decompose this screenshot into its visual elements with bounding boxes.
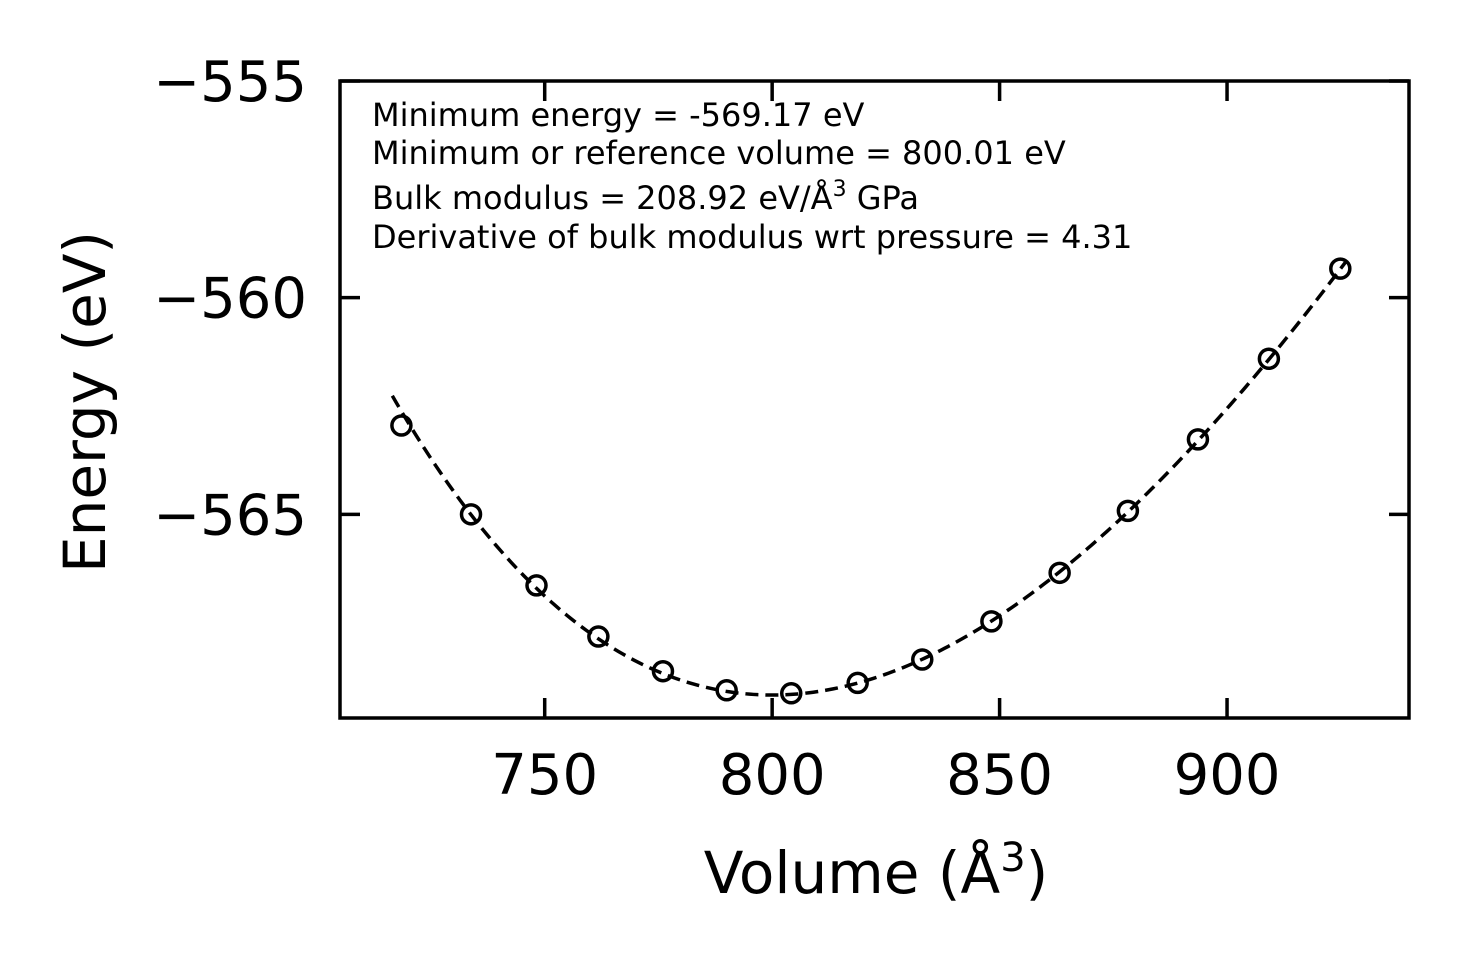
data-points-layer [390,257,1352,705]
x-axis-label-sup: 3 [1000,835,1025,881]
data-point [651,659,675,683]
annotation-minimum-energy: Minimum energy = -569.17 eV [372,96,865,134]
fit-curve [390,261,1347,697]
x-tick-label: 750 [491,743,598,808]
y-axis-label: Energy (eV) [51,231,119,573]
y-tick-label: −560 [153,267,307,332]
data-point [459,503,483,526]
data-point [390,414,413,437]
x-axis-label-main: Volume (Å [704,838,1001,907]
fit-curve-layer [390,261,1347,697]
y-tick-label: −565 [153,483,307,548]
x-axis-label: Volume (Å3) [704,835,1049,907]
y-tick-label: −555 [153,50,307,115]
data-point [1257,347,1281,371]
data-point [1186,428,1210,451]
ticks-layer: 750 800 850 900 −555 −560 −565 [153,50,1409,808]
data-point [780,682,803,705]
annotation-bulk-modulus-derivative: Derivative of bulk modulus wrt pressure … [372,218,1132,256]
annotation-bulk-modulus-tail: GPa [847,179,919,217]
data-point [587,625,610,648]
annotation-bulk-modulus-main: Bulk modulus = 208.92 eV/Å [372,179,833,217]
annotation-bulk-modulus: Bulk modulus = 208.92 eV/Å3 GPa [372,177,919,217]
data-point [1116,499,1140,523]
x-tick-label: 850 [946,743,1053,808]
data-point [1329,257,1352,280]
data-point [980,610,1003,633]
annotation-bulk-modulus-sup: 3 [833,177,847,202]
plot-frame [338,79,1411,720]
data-point [911,648,934,671]
data-point [525,574,548,597]
data-point [1048,561,1071,585]
x-tick-label: 900 [1174,743,1281,808]
x-axis-label-close: ) [1026,839,1049,907]
annotation-reference-volume: Minimum or reference volume = 800.01 eV [372,134,1066,172]
data-point [715,679,738,702]
x-tick-label: 800 [719,743,826,808]
data-point [846,671,869,695]
annotation-box: Minimum energy = -569.17 eV Minimum or r… [372,96,1132,256]
